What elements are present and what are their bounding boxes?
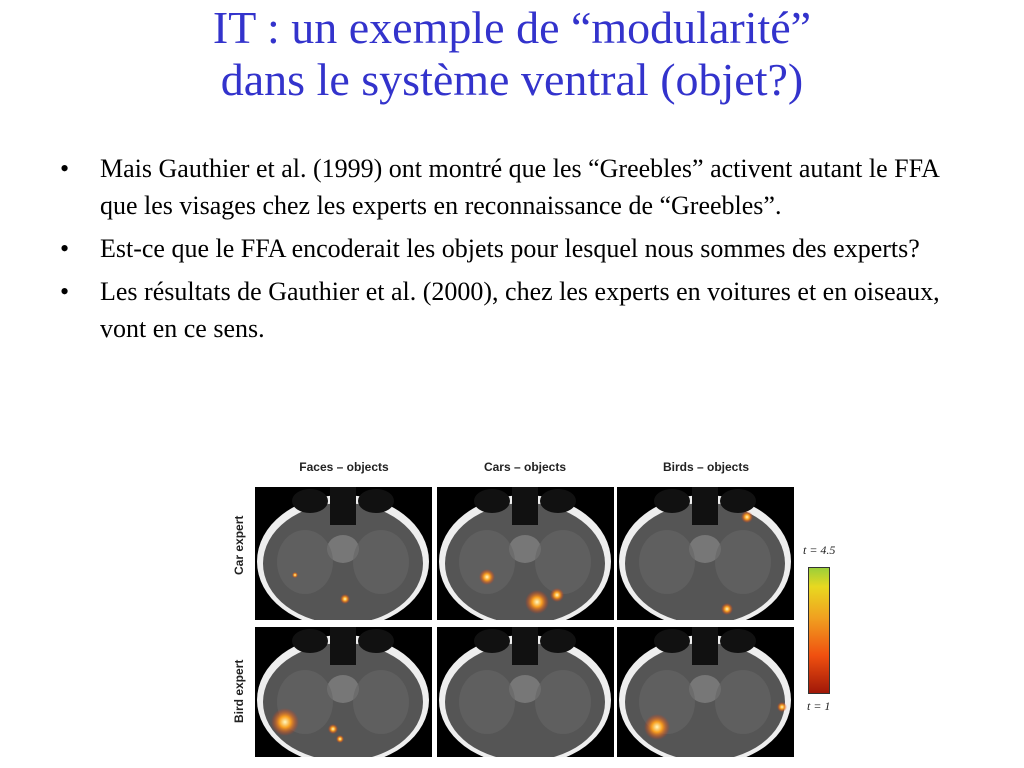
column-title: Cars – objects bbox=[483, 460, 567, 474]
bullet-icon: • bbox=[60, 154, 70, 183]
fmri-figure: Faces – objects Cars – objects Birds – o… bbox=[225, 455, 865, 765]
row-label: Car expert bbox=[232, 515, 246, 575]
bullet-text: Mais Gauthier et al. (1999) ont montré q… bbox=[100, 154, 939, 220]
brain-scan-panel bbox=[437, 627, 614, 757]
bullet-item: • Mais Gauthier et al. (1999) ont montré … bbox=[60, 150, 940, 224]
column-title: Faces – objects bbox=[299, 460, 389, 474]
bullet-item: • Est-ce que le FFA encoderait les objets… bbox=[60, 230, 940, 267]
bullet-icon: • bbox=[60, 234, 70, 263]
row-label: Bird expert bbox=[232, 659, 246, 723]
colorbar-min-label: t = 1 bbox=[807, 699, 831, 713]
brain-scan-panel bbox=[255, 487, 432, 620]
bullet-list: • Mais Gauthier et al. (1999) ont montré … bbox=[60, 150, 940, 353]
brain-scan-panel bbox=[437, 487, 614, 620]
bullet-item: • Les résultats de Gauthier et al. (2000)… bbox=[60, 273, 940, 347]
title-line-2: dans le système ventral (objet?) bbox=[220, 54, 804, 105]
bullet-text: Est-ce que le FFA encoderait les objets … bbox=[100, 234, 920, 263]
bullet-icon: • bbox=[60, 277, 70, 306]
colorbar bbox=[808, 567, 830, 694]
slide-title: IT : un exemple de “modularité” dans le … bbox=[0, 2, 1024, 106]
column-title: Birds – objects bbox=[662, 460, 750, 474]
brain-scan-panel bbox=[617, 627, 794, 757]
title-line-1: IT : un exemple de “modularité” bbox=[212, 2, 812, 53]
bullet-text: Les résultats de Gauthier et al. (2000),… bbox=[100, 277, 940, 343]
brain-scan-panel bbox=[255, 627, 432, 757]
colorbar-max-label: t = 4.5 bbox=[803, 543, 836, 557]
brain-scan-panel bbox=[617, 487, 794, 620]
